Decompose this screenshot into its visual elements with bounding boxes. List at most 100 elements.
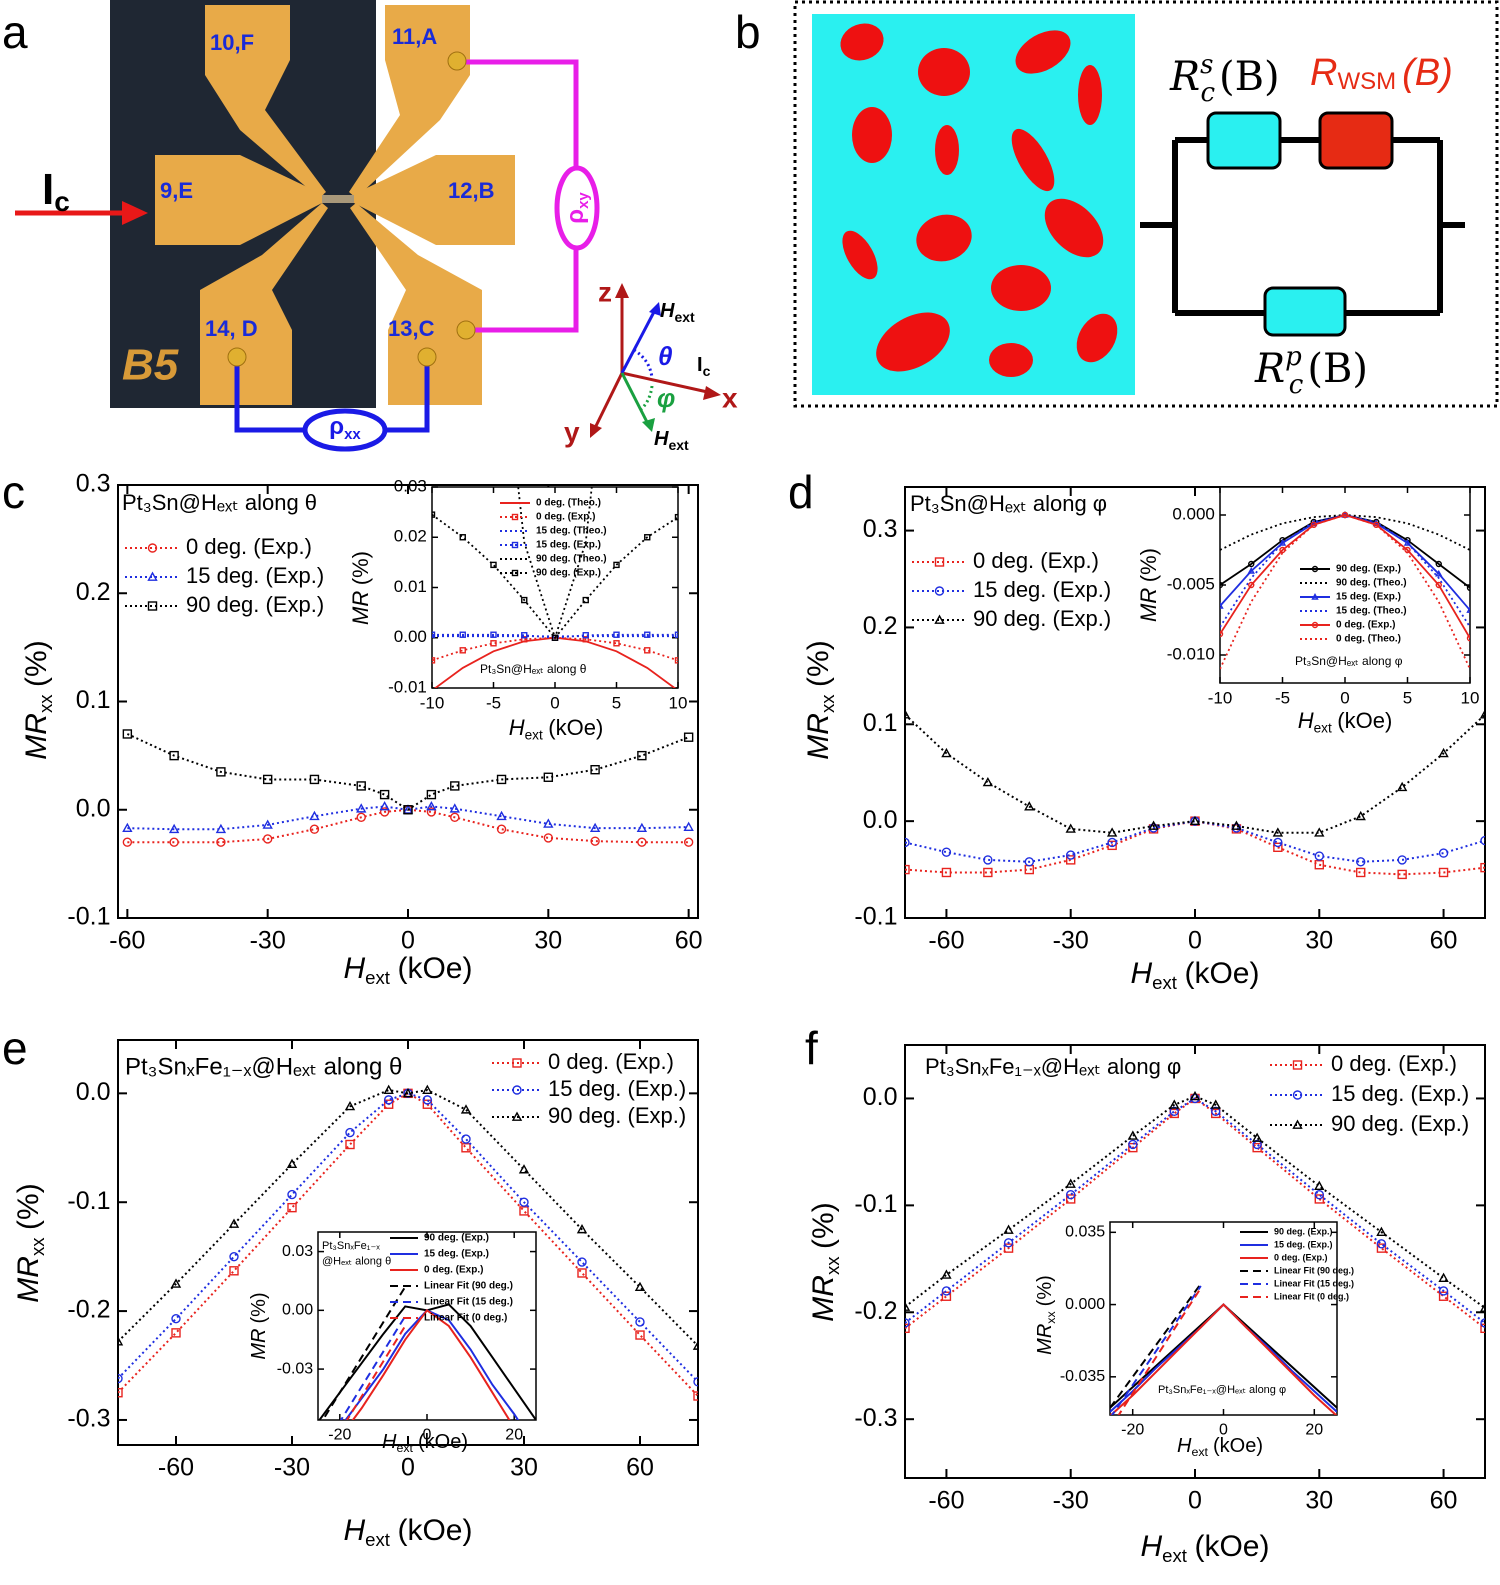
- x-tick-label: 0: [1188, 926, 1202, 954]
- y-tick-label: 0.035: [1065, 1224, 1105, 1241]
- y-tick-label: 0.3: [863, 515, 898, 543]
- x-tick-label: 10: [1461, 689, 1480, 708]
- marker: [1025, 866, 1033, 874]
- marker: [578, 1269, 586, 1277]
- axis-label: MRxx(%): [12, 1183, 48, 1302]
- y-tick-label: 0.03: [394, 476, 427, 495]
- marker: [1374, 522, 1379, 527]
- y-tick-label: 0.0: [76, 1078, 111, 1106]
- contact: [228, 348, 246, 366]
- marker: [404, 806, 412, 814]
- marker: [385, 1096, 393, 1104]
- marker: [614, 562, 619, 567]
- marker: [901, 838, 909, 846]
- axis-label: Hext(kOe): [1177, 1435, 1263, 1459]
- marker: [513, 543, 518, 548]
- y-tick-label: 0.000: [1065, 1296, 1105, 1313]
- x-tick-label: 60: [1430, 926, 1458, 954]
- grain: [852, 107, 892, 163]
- marker: [1067, 851, 1075, 859]
- axis-label-symbol: H: [509, 715, 525, 740]
- marker: [694, 1378, 702, 1386]
- axis-label-unit: (%): [807, 1202, 840, 1249]
- x-tick-label: -5: [1275, 689, 1290, 708]
- y-tick-label: 0.0: [76, 794, 111, 822]
- subscript: c: [1200, 78, 1215, 108]
- marker: [936, 587, 944, 595]
- axis-label-unit: (%): [348, 551, 373, 585]
- marker: [357, 813, 365, 821]
- y-tick-label: -0.035: [1060, 1368, 1105, 1385]
- marker: [310, 775, 318, 783]
- legend-label: Linear Fit (15 deg.): [1274, 1278, 1354, 1288]
- chart-title: @Hₑₓₜ along θ: [322, 1255, 391, 1267]
- y-tick-label: 0.2: [863, 612, 898, 640]
- marker: [1249, 583, 1254, 588]
- x-tick-label: -10: [420, 694, 445, 713]
- marker: [114, 1375, 122, 1383]
- legend-label: 15 deg. (Exp.): [973, 577, 1111, 602]
- y-tick-label: -0.1: [854, 1190, 897, 1218]
- legend-label: 90 deg. (Exp.): [536, 568, 601, 579]
- marker: [264, 835, 272, 843]
- marker: [984, 856, 992, 864]
- field-vector: [622, 310, 655, 373]
- marker: [1436, 562, 1441, 567]
- marker: [1440, 849, 1448, 857]
- legend-label: 0 deg. (Exp.): [536, 512, 595, 523]
- resistor: [1265, 288, 1345, 335]
- y-axis: [594, 373, 622, 430]
- marker: [114, 1389, 122, 1397]
- contact: [418, 348, 436, 366]
- legend-label: 0 deg. (Exp.): [424, 1265, 483, 1276]
- axis-label: Hext(kOe): [344, 1514, 473, 1550]
- marker: [636, 1318, 644, 1326]
- marker: [636, 1331, 644, 1339]
- pad-label: 12,B: [448, 178, 494, 203]
- legend-label: 0 deg. (Exp.): [1331, 1051, 1457, 1076]
- marker: [942, 1287, 950, 1295]
- legend-label: 90 deg. (Theo.): [536, 554, 607, 565]
- legend-label: 15 deg. (Theo.): [1336, 606, 1407, 617]
- x-tick-label: 10: [669, 694, 688, 713]
- marker: [491, 562, 496, 567]
- marker: [1280, 548, 1285, 553]
- legend-label: 90 deg. (Exp.): [548, 1103, 686, 1128]
- y-tick-label: 0.0: [863, 806, 898, 834]
- y-tick-label: -0.1: [854, 903, 897, 931]
- marker: [638, 838, 646, 846]
- y-tick-label: -0.03: [277, 1360, 314, 1377]
- axis-label-unit: (kOe): [1213, 1435, 1263, 1457]
- marker: [1481, 837, 1489, 845]
- axis-label-symbol: MR: [12, 1256, 45, 1303]
- axis-label: Hext(kOe): [1298, 708, 1393, 735]
- marker: [346, 1141, 354, 1149]
- axis-label-subscript: ext: [1314, 720, 1332, 735]
- y-tick-label: -0.2: [854, 1297, 897, 1325]
- marker: [1005, 1239, 1013, 1247]
- axis-label-symbol: MR: [802, 713, 835, 760]
- marker: [936, 558, 944, 566]
- legend-label: 0 deg. (Theo.): [536, 498, 601, 509]
- pad-label: 10,F: [210, 30, 254, 55]
- marker: [462, 1144, 470, 1152]
- marker: [346, 1129, 354, 1137]
- axis-label: Hext(kOe): [1141, 1530, 1270, 1566]
- symbol: I: [42, 165, 54, 214]
- axis-label-subscript: xx: [27, 1237, 48, 1256]
- marker: [1025, 858, 1033, 866]
- axis-label-subscript: ext: [1152, 972, 1178, 993]
- chart-title: Pt₃Sn@Hₑₓₜ along θ: [480, 662, 587, 676]
- axis-label-unit: (kOe): [418, 1431, 468, 1453]
- arrow-head: [615, 283, 629, 298]
- y-tick-label: 0.01: [394, 577, 427, 596]
- field-label: Hext: [654, 428, 689, 452]
- marker: [1481, 1319, 1489, 1327]
- subscript: WSM: [1337, 68, 1396, 95]
- x-tick-label: 60: [675, 926, 703, 954]
- marker: [544, 773, 552, 781]
- x-tick-label: -60: [109, 926, 145, 954]
- y-tick-label: -0.3: [854, 1404, 897, 1432]
